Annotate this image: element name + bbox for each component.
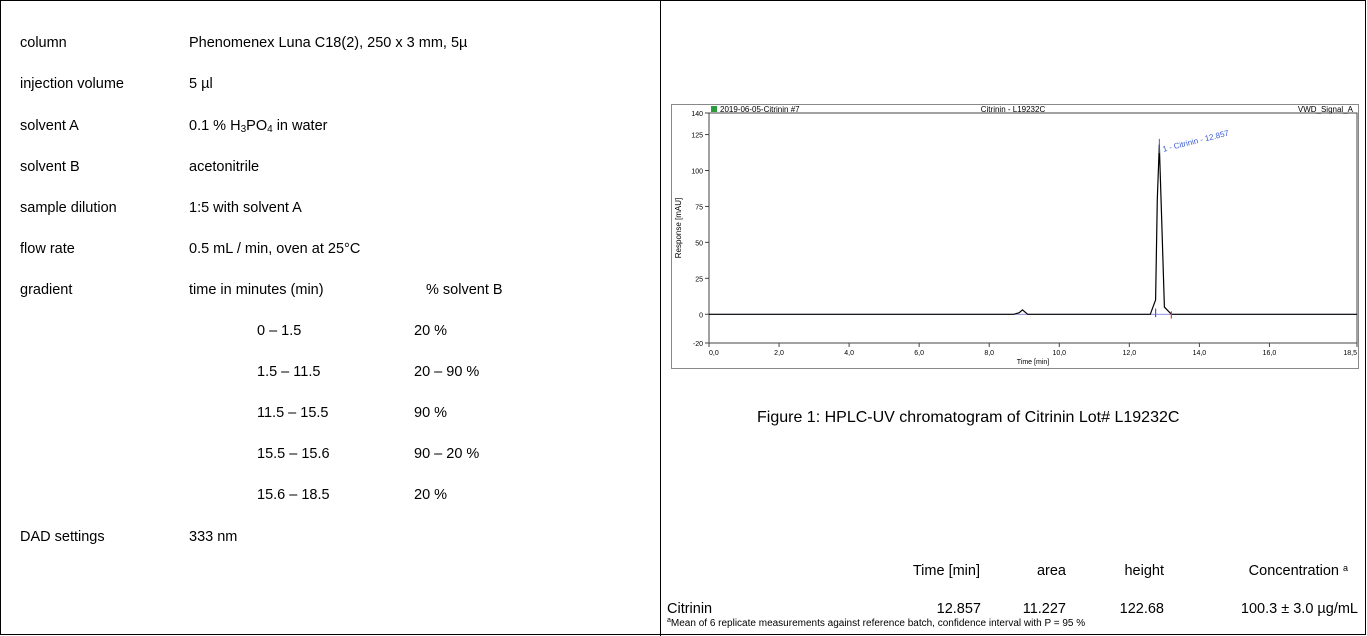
y-tick-label: 25 xyxy=(695,276,703,283)
gradient-time: 15.5 – 15.6 xyxy=(257,446,330,462)
results-header-height: height xyxy=(1124,563,1164,579)
results-height-value: 122.68 xyxy=(1119,601,1164,617)
gradient-b: 20 % xyxy=(414,323,448,339)
param-value: 333 nm xyxy=(189,529,238,545)
param-value: acetonitrile xyxy=(189,159,260,175)
x-tick-label: 14,0 xyxy=(1193,350,1207,357)
chart-header-center: Citrinin - L19232C xyxy=(981,105,1046,114)
param-value: 1:5 with solvent A xyxy=(189,200,302,216)
param-label: sample dilution xyxy=(20,200,117,216)
param-label: column xyxy=(20,35,67,51)
y-tick-label: 0 xyxy=(699,312,703,319)
chromatogram-svg: 2019-06-05-Citrinin #7 Citrinin - L19232C… xyxy=(674,105,1358,366)
param-value: 0.5 mL / min, oven at 25°C xyxy=(189,241,361,257)
x-tick-label: 10,0 xyxy=(1052,350,1066,357)
plot-frame xyxy=(708,112,1358,344)
gradient-time: 11.5 – 15.5 xyxy=(257,405,329,421)
results-footnote: aMean of 6 replicate measurements agains… xyxy=(667,617,1086,629)
gradient-time: 15.6 – 18.5 xyxy=(257,487,330,503)
x-tick-label: 6,0 xyxy=(914,350,924,357)
results-header-area: area xyxy=(1036,563,1066,579)
results-concentration-value: 100.3 ± 3.0 µg/mL xyxy=(1240,601,1358,617)
chart-header-left: 2019-06-05-Citrinin #7 xyxy=(720,105,800,114)
column-divider xyxy=(660,0,661,636)
results-area-value: 11.227 xyxy=(1022,601,1066,617)
y-tick-label: 50 xyxy=(695,240,703,247)
param-label: injection volume xyxy=(20,76,124,92)
results-time-value: 12.857 xyxy=(936,601,981,617)
y-tick-label: 140 xyxy=(691,111,703,118)
y-axis-label: Response [mAU] xyxy=(674,198,683,258)
gradient-col-header: % solvent B xyxy=(426,282,503,298)
x-axis-label: Time [min] xyxy=(1017,359,1049,366)
chromatogram-trace xyxy=(709,144,1357,315)
param-label: DAD settings xyxy=(20,529,105,545)
param-label: gradient xyxy=(20,282,73,298)
x-tick-label: 16,0 xyxy=(1263,350,1277,357)
x-tick-label: 8,0 xyxy=(984,350,994,357)
x-tick-label: 0,0 xyxy=(709,350,719,357)
gradient-b: 90 – 20 % xyxy=(414,446,480,462)
chart-header-right: VWD_Signal_A xyxy=(1298,105,1354,114)
chromatogram: 2019-06-05-Citrinin #7 Citrinin - L19232C… xyxy=(671,104,1359,369)
y-tick-label: 125 xyxy=(691,133,703,140)
param-label: solvent A xyxy=(20,118,79,134)
x-tick-label: 2,0 xyxy=(774,350,784,357)
x-tick-label: 12,0 xyxy=(1123,350,1137,357)
param-value: 0.1 % H3PO4 in water xyxy=(189,118,328,135)
results-header-concentration: Concentration a xyxy=(1248,563,1348,579)
chart-header-icon xyxy=(711,106,717,112)
results-header-time: Time [min] xyxy=(912,563,980,579)
y-tick-label: 100 xyxy=(691,169,703,176)
param-value: Phenomenex Luna C18(2), 250 x 3 mm, 5µ xyxy=(189,35,468,51)
x-tick-label: 18,5 xyxy=(1343,350,1357,357)
x-tick-label: 4,0 xyxy=(844,350,854,357)
y-tick-label: 75 xyxy=(695,204,703,211)
peak-label: 1 - Citrinin - 12.857 xyxy=(1162,128,1231,153)
y-tick-label: -20 xyxy=(693,341,703,348)
param-value: 5 µl xyxy=(189,76,213,92)
gradient-time: 0 – 1.5 xyxy=(257,323,302,339)
figure-caption: Figure 1: HPLC-UV chromatogram of Citrin… xyxy=(757,409,1180,426)
gradient-b: 20 % xyxy=(414,487,448,503)
gradient-time: 1.5 – 11.5 xyxy=(257,364,321,380)
gradient-b: 20 – 90 % xyxy=(414,364,480,380)
gradient-b: 90 % xyxy=(414,405,448,421)
param-label: solvent B xyxy=(20,159,80,175)
param-value: time in minutes (min) xyxy=(189,282,324,298)
results-row-label: Citrinin xyxy=(667,601,713,617)
param-label: flow rate xyxy=(20,241,75,257)
